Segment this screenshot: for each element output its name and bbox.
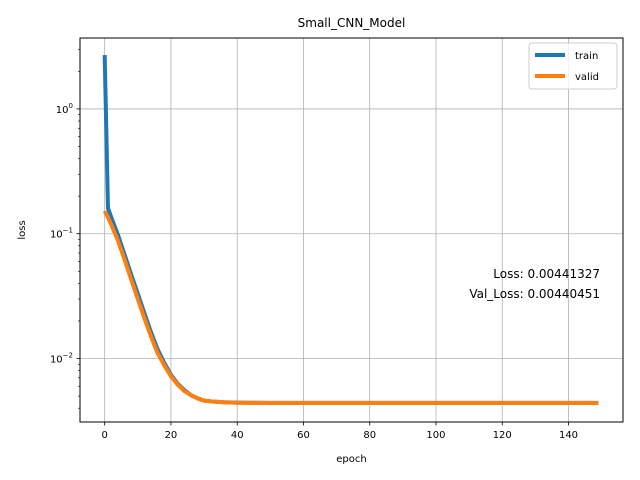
legend-label-valid: valid bbox=[575, 72, 599, 83]
x-tick-label: 0 bbox=[101, 430, 107, 441]
y-axis: 10−2 10−1 100 bbox=[50, 49, 80, 409]
plot-frame bbox=[79, 37, 624, 423]
y-tick-label: 100 bbox=[56, 102, 73, 116]
x-tick-label: 100 bbox=[426, 430, 445, 441]
grid bbox=[80, 38, 623, 422]
x-tick-label: 20 bbox=[165, 430, 178, 441]
y-axis-label: loss bbox=[17, 220, 28, 239]
val-loss-annotation: Val_Loss: 0.00440451 bbox=[469, 287, 600, 301]
x-tick-label: 140 bbox=[559, 430, 578, 441]
y-tick-label: 10−1 bbox=[50, 227, 73, 241]
x-tick-label: 80 bbox=[363, 430, 376, 441]
y-tick-label: 10−2 bbox=[50, 352, 73, 366]
x-tick-label: 40 bbox=[231, 430, 244, 441]
legend-label-train: train bbox=[575, 51, 598, 62]
x-tick-label: 60 bbox=[297, 430, 310, 441]
x-tick-label: 120 bbox=[493, 430, 512, 441]
chart-title: Small_CNN_Model bbox=[298, 16, 406, 30]
legend: train valid bbox=[528, 42, 618, 90]
loss-annotation: Loss: 0.00441327 bbox=[493, 267, 600, 281]
series-layer bbox=[102, 55, 599, 406]
series-line-valid bbox=[102, 210, 599, 406]
x-axis: 0 20 40 60 80 100 120 140 bbox=[101, 422, 578, 441]
x-axis-label: epoch bbox=[336, 454, 366, 465]
legend-box bbox=[528, 42, 618, 90]
